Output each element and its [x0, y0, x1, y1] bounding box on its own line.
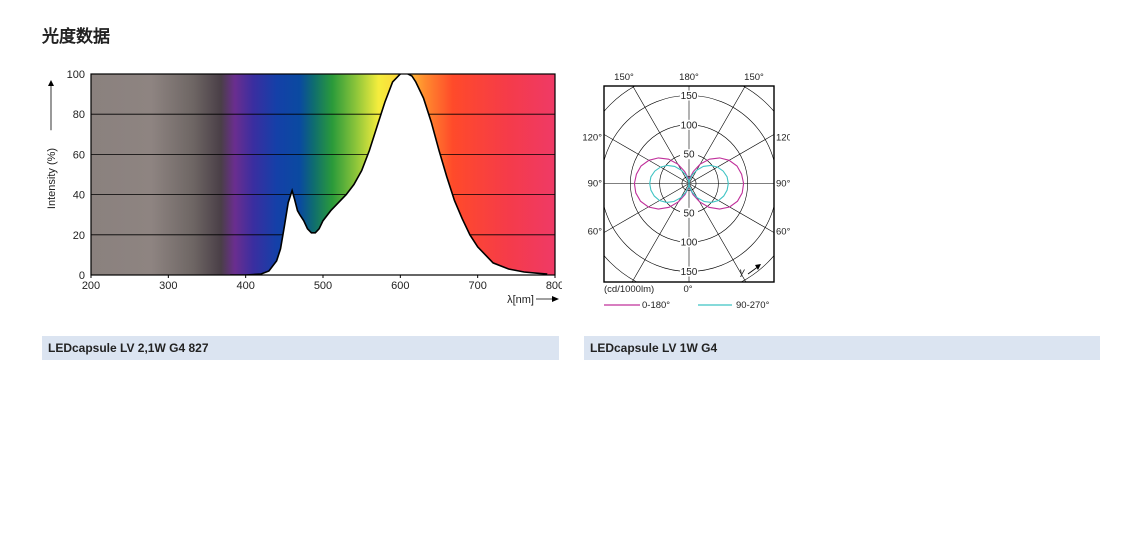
legend-label-1: 90-270° — [736, 300, 770, 311]
polar-spoke — [688, 183, 747, 282]
radial-tick-label: 50 — [683, 208, 695, 219]
radial-label-bg — [680, 119, 698, 130]
gamma-arrow-head — [755, 264, 761, 270]
radial-tick-label: 100 — [681, 120, 698, 131]
x-axis-label: λ[nm] — [507, 294, 534, 306]
legend-label-0: 0-180° — [642, 300, 670, 311]
angle-label-right: 90° — [776, 179, 790, 190]
y-axis-arrow-head — [48, 80, 54, 87]
y-axis-label: Intensity (%) — [46, 148, 58, 209]
y-tick-label: 80 — [73, 109, 85, 121]
polar-grid — [604, 86, 774, 282]
y-tick-label: 100 — [67, 69, 85, 81]
radial-label-bg — [680, 90, 698, 101]
polar-spoke — [632, 86, 690, 184]
radial-label-bg — [680, 207, 698, 218]
polar-spoke — [631, 183, 690, 282]
unit-label: (cd/1000lm) — [604, 284, 654, 295]
x-tick-label: 600 — [391, 280, 409, 292]
caption-left: LEDcapsule LV 2,1W G4 827 — [42, 336, 559, 360]
angle-label-top-left: 150° — [614, 72, 634, 83]
gamma-label: γ — [740, 267, 746, 278]
radial-tick-label: 100 — [681, 238, 698, 249]
polar-svg: 50 50 100 100 150 150 150° 180° 150° 120° 90° 60° 12… — [582, 72, 796, 311]
angle-label-top-center: 180° — [679, 72, 699, 83]
x-tick-label: 400 — [236, 280, 254, 292]
radial-label-bg — [680, 237, 698, 248]
radial-label-bg — [680, 149, 698, 160]
x-tick-label: 800 — [546, 280, 562, 292]
x-axis-arrow-head — [552, 296, 559, 302]
radial-tick-label: 150 — [681, 267, 698, 278]
angle-label-left: 120° — [582, 133, 602, 144]
y-tick-label: 60 — [73, 149, 85, 161]
angle-label-left: 60° — [588, 227, 603, 238]
section-title: 光度数据 — [42, 27, 110, 47]
spectrum-svg: 0 20 40 60 80 100 200 300 400 500 600 700 800 Intensi… — [46, 69, 564, 306]
angle-label-left: 90° — [588, 179, 603, 190]
angle-label-bottom: 0° — [683, 284, 692, 295]
x-tick-label: 500 — [314, 280, 332, 292]
y-tick-label: 0 — [79, 270, 85, 282]
spectrum-chart: 0 20 40 60 80 100 200 300 400 500 600 700 800 Intensi… — [42, 66, 564, 316]
x-tick-label: 300 — [159, 280, 177, 292]
radial-label-bg — [680, 266, 698, 277]
angle-label-right: 60° — [776, 227, 790, 238]
x-tick-label: 200 — [82, 280, 100, 292]
angle-label-right: 120° — [776, 133, 790, 144]
y-tick-label: 40 — [73, 190, 85, 202]
spectrum-area — [230, 74, 548, 275]
polar-series-1 — [649, 164, 729, 203]
y-tick-label: 20 — [73, 230, 85, 242]
x-tick-label: 700 — [468, 280, 486, 292]
angle-label-top-right: 150° — [744, 72, 764, 83]
polar-spoke — [688, 134, 774, 184]
polar-chart: 50 50 100 100 150 150 150° 180° 150° 120° 90° 60° 12… — [580, 66, 796, 316]
radial-tick-label: 50 — [683, 150, 695, 161]
caption-right: LEDcapsule LV 1W G4 — [584, 336, 1100, 360]
polar-frame — [603, 85, 775, 283]
spectrum-line — [230, 74, 548, 275]
polar-spoke — [688, 86, 746, 184]
radial-tick-label: 150 — [681, 91, 698, 102]
